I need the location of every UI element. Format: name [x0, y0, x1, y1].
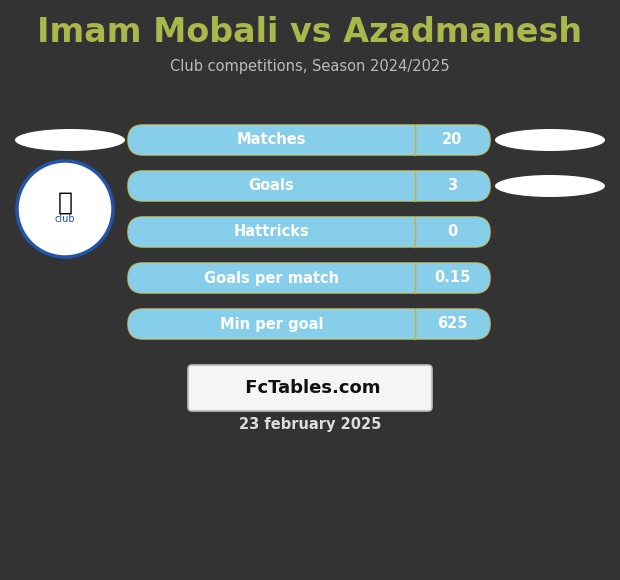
FancyBboxPatch shape: [128, 263, 490, 293]
FancyBboxPatch shape: [128, 217, 490, 247]
Text: club: club: [55, 214, 75, 224]
FancyBboxPatch shape: [128, 263, 490, 293]
Text: 3: 3: [448, 179, 458, 194]
Text: Hattricks: Hattricks: [234, 224, 309, 240]
Text: 0: 0: [448, 224, 458, 240]
Text: Matches: Matches: [237, 132, 306, 147]
Text: 625: 625: [437, 317, 467, 332]
Text: FcTables.com: FcTables.com: [239, 379, 381, 397]
Ellipse shape: [495, 129, 605, 151]
FancyBboxPatch shape: [128, 171, 490, 201]
FancyBboxPatch shape: [128, 125, 490, 155]
Text: 23 february 2025: 23 february 2025: [239, 418, 381, 433]
Text: Imam Mobali vs Azadmanesh: Imam Mobali vs Azadmanesh: [37, 16, 583, 49]
Text: Min per goal: Min per goal: [219, 317, 323, 332]
Text: 20: 20: [442, 132, 463, 147]
Ellipse shape: [15, 129, 125, 151]
Ellipse shape: [495, 175, 605, 197]
Text: 0.15: 0.15: [435, 270, 471, 285]
FancyBboxPatch shape: [128, 171, 490, 201]
Text: Club competitions, Season 2024/2025: Club competitions, Season 2024/2025: [170, 60, 450, 74]
FancyBboxPatch shape: [188, 365, 432, 411]
Text: 🔵: 🔵: [58, 191, 73, 215]
Text: Goals per match: Goals per match: [204, 270, 339, 285]
Text: Goals: Goals: [249, 179, 294, 194]
FancyBboxPatch shape: [128, 125, 490, 155]
FancyBboxPatch shape: [128, 217, 490, 247]
Ellipse shape: [17, 161, 113, 257]
FancyBboxPatch shape: [128, 309, 490, 339]
FancyBboxPatch shape: [128, 309, 490, 339]
